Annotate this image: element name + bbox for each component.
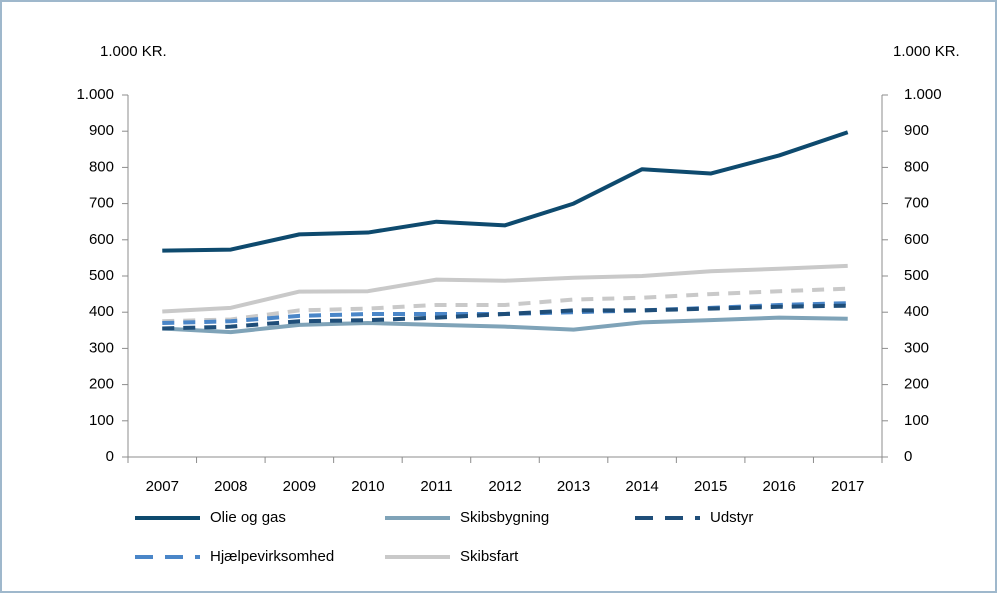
- x-tick-label: 2015: [694, 478, 727, 495]
- series-line: [162, 263, 848, 314]
- y2-tick-label: 900: [904, 122, 929, 139]
- y2-tick-label: 600: [904, 231, 929, 248]
- y2-tick-label: 300: [904, 339, 929, 356]
- y2-tick-label: 0: [904, 448, 912, 465]
- x-tick-label: 2009: [283, 478, 316, 495]
- x-tick-label: 2010: [351, 478, 384, 495]
- legend-label: Udstyr: [710, 509, 753, 526]
- y2-axis-label: 1.000 KR.: [893, 43, 960, 60]
- x-tick-label: 2011: [420, 478, 452, 495]
- legend-label: Olie og gas: [210, 509, 286, 526]
- y-tick-label: 300: [89, 339, 114, 356]
- x-tick-label: 2014: [625, 478, 658, 495]
- x-tick-label: 2013: [557, 478, 590, 495]
- y-tick-label: 500: [89, 267, 114, 284]
- y-tick-label: 0: [106, 448, 114, 465]
- y-tick-label: 200: [89, 376, 114, 393]
- y-tick-label: 700: [89, 195, 114, 212]
- series-line: [162, 286, 848, 324]
- y2-tick-label: 800: [904, 158, 929, 175]
- y-tick-label: 400: [89, 303, 114, 320]
- y2-tick-label: 700: [904, 195, 929, 212]
- y-tick-label: 600: [89, 231, 114, 248]
- y-tick-label: 1.000: [76, 86, 114, 103]
- y2-tick-label: 200: [904, 376, 929, 393]
- y2-tick-label: 400: [904, 303, 929, 320]
- x-tick-label: 2007: [146, 478, 179, 495]
- y-tick-label: 900: [89, 122, 114, 139]
- legend-label: Hjælpevirksomhed: [210, 548, 334, 565]
- x-tick-label: 2017: [831, 478, 864, 495]
- y2-tick-label: 100: [904, 412, 929, 429]
- series-line: [162, 130, 849, 253]
- series-line: [162, 315, 848, 335]
- x-tick-label: 2008: [214, 478, 247, 495]
- y-tick-label: 100: [89, 412, 114, 429]
- y2-tick-label: 1.000: [904, 86, 942, 103]
- y-tick-label: 800: [89, 158, 114, 175]
- y-axis-label: 1.000 KR.: [100, 43, 167, 60]
- y2-tick-label: 500: [904, 267, 929, 284]
- x-tick-label: 2016: [762, 478, 795, 495]
- legend-label: Skibsfart: [460, 548, 519, 565]
- x-tick-label: 2012: [488, 478, 521, 495]
- legend-label: Skibsbygning: [460, 509, 549, 526]
- series-line: [162, 303, 848, 331]
